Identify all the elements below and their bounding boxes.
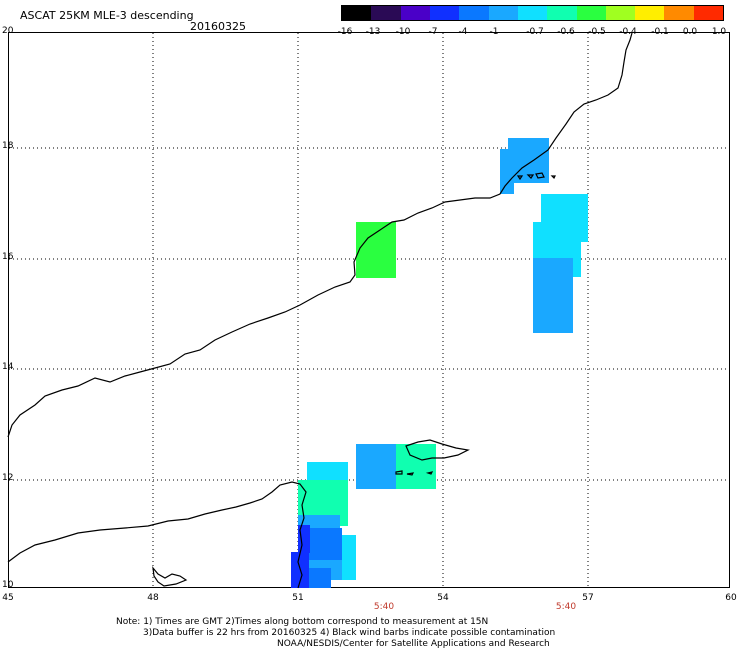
wind-cell <box>356 444 396 489</box>
wind-cell <box>500 181 514 194</box>
footer-credit: NOAA/NESDIS/Center for Satellite Applica… <box>277 639 550 649</box>
wind-cell <box>309 568 331 588</box>
lat-label-16: 16 <box>2 252 14 262</box>
arabia-coastline <box>7 32 633 438</box>
lon-label-45: 45 <box>2 593 14 603</box>
wind-cell <box>356 222 396 278</box>
wind-cell <box>533 258 573 281</box>
lat-label-14: 14 <box>2 362 14 372</box>
colorbar-segment-5 <box>488 6 518 20</box>
lon-label-51: 51 <box>292 593 304 603</box>
island-small <box>425 471 434 475</box>
wind-cell <box>508 138 549 151</box>
colorbar-segment-10 <box>635 6 665 20</box>
colorbar-segment-11 <box>664 6 694 20</box>
colorbar-segment-6 <box>517 6 548 20</box>
colorbar-segment-0 <box>342 6 372 20</box>
somalia-coast-fragment <box>152 566 188 587</box>
lon-label-60: 60 <box>725 593 737 603</box>
pass-time-label: 5:40 <box>555 602 577 612</box>
lat-label-10: 10 <box>2 580 14 590</box>
island-small <box>395 470 403 475</box>
island-small <box>406 472 415 476</box>
wind-cell <box>396 444 436 489</box>
wind-cell <box>298 525 310 553</box>
pass-time-label: 5:40 <box>373 602 395 612</box>
map-frame <box>8 32 730 588</box>
product-title: ASCAT 25KM MLE-3 descending <box>20 9 194 22</box>
colorbar-segment-9 <box>605 6 636 20</box>
lat-label-12: 12 <box>2 473 14 483</box>
wind-cell <box>307 462 348 484</box>
africa-coastline <box>7 481 307 589</box>
socotra-island <box>405 439 470 461</box>
lon-label-48: 48 <box>147 593 159 603</box>
coastlines <box>7 32 633 589</box>
footer-note-1: Note: 1) Times are GMT 2)Times along bot… <box>116 617 489 627</box>
lat-label-20: 20 <box>2 26 14 36</box>
colorbar-segment-8 <box>576 6 606 20</box>
product-date: 20160325 <box>190 20 246 33</box>
lat-label-18: 18 <box>2 141 14 151</box>
colorbar-segment-7 <box>547 6 577 20</box>
wind-cell <box>340 535 356 580</box>
colorbar-segment-1 <box>371 6 401 20</box>
colorbar-segment-12 <box>693 6 724 20</box>
colorbar-segment-3 <box>429 6 460 20</box>
colorbar-segment-4 <box>459 6 489 20</box>
colorbar-segment-2 <box>400 6 430 20</box>
footer-note-2: 3)Data buffer is 22 hrs from 20160325 4)… <box>143 628 556 638</box>
colorbar <box>341 5 724 21</box>
lon-label-54: 54 <box>437 593 449 603</box>
lon-label-57: 57 <box>582 593 594 603</box>
kuria-muria-islands <box>516 172 556 181</box>
wind-cell <box>533 278 573 333</box>
graticule <box>9 33 729 587</box>
wind-cells <box>291 138 588 588</box>
